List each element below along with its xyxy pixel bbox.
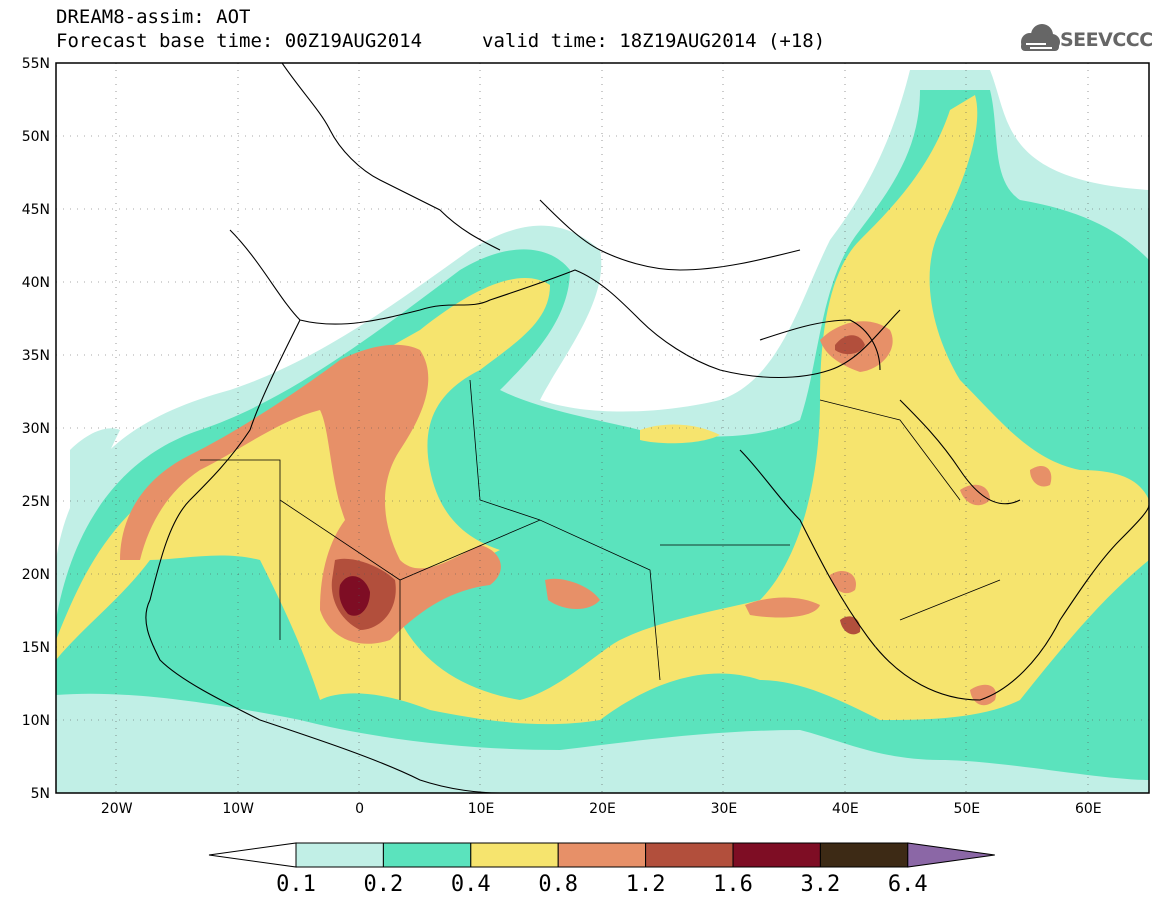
map-frame bbox=[55, 62, 1150, 794]
colorbar-level-label: 1.2 bbox=[625, 872, 666, 897]
aot-fields bbox=[56, 63, 1149, 793]
map-title: DREAM8-assim: AOT bbox=[56, 6, 251, 28]
colorbar-bin bbox=[645, 842, 734, 868]
colorbar-bin bbox=[732, 842, 821, 868]
colorbar-bin bbox=[819, 842, 909, 868]
lat-tick-label: 55N bbox=[22, 56, 50, 72]
colorbar-bin bbox=[382, 842, 472, 868]
map-grid bbox=[56, 63, 1149, 793]
colorbar-level-label: 6.4 bbox=[887, 872, 928, 897]
lon-tick-label: 0 bbox=[355, 801, 364, 817]
lat-tick-label: 35N bbox=[22, 348, 50, 364]
lat-tick-label: 40N bbox=[22, 275, 50, 291]
colorbar-level-label: 3.2 bbox=[800, 872, 841, 897]
lon-tick-label: 10W bbox=[222, 801, 254, 817]
lat-tick-label: 10N bbox=[22, 713, 50, 729]
logo-text: SEEVCCC bbox=[1060, 29, 1153, 51]
cloud-logo-icon bbox=[1021, 24, 1060, 51]
lon-tick-label: 60E bbox=[1075, 801, 1102, 817]
lat-tick-label: 25N bbox=[22, 494, 50, 510]
lon-tick-label: 10E bbox=[468, 801, 495, 817]
lat-tick-label: 15N bbox=[22, 640, 50, 656]
lon-tick-label: 40E bbox=[832, 801, 859, 817]
lat-tick-label: 50N bbox=[22, 129, 50, 145]
coastlines bbox=[145, 63, 1149, 793]
lon-tick-label: 50E bbox=[953, 801, 980, 817]
colorbar-bin bbox=[295, 842, 384, 868]
lon-tick-label: 30E bbox=[711, 801, 738, 817]
valid-time: valid time: 18Z19AUG2014 (+18) bbox=[482, 30, 826, 52]
lat-tick-label: 5N bbox=[31, 786, 50, 802]
colorbar-under-triangle bbox=[208, 842, 297, 868]
lon-labels: 20W 10W 0 10E 20E 30E 40E 50E 60E bbox=[101, 801, 1102, 817]
forecast-base-time: Forecast base time: 00Z19AUG2014 bbox=[56, 30, 423, 52]
country-borders bbox=[200, 379, 1001, 700]
colorbar-level-label: 0.4 bbox=[450, 872, 491, 897]
colorbar-bin bbox=[557, 842, 647, 868]
lat-tick-label: 20N bbox=[22, 567, 50, 583]
colorbar-level-label: 1.6 bbox=[713, 872, 753, 897]
colorbar-bin bbox=[470, 842, 559, 868]
lat-labels: 55N 50N 45N 40N 35N 30N 25N 20N 15N 10N 5N bbox=[22, 56, 50, 802]
colorbar-level-label: 0.8 bbox=[538, 872, 579, 897]
colorbar-over-triangle bbox=[907, 842, 995, 868]
lon-tick-label: 20W bbox=[101, 801, 133, 817]
lat-tick-label: 45N bbox=[22, 202, 50, 218]
lat-tick-label: 30N bbox=[22, 421, 50, 437]
aot-level-1.6 bbox=[339, 576, 370, 616]
colorbar-level-label: 0.2 bbox=[363, 872, 404, 897]
lon-tick-label: 20E bbox=[589, 801, 616, 817]
colorbar bbox=[208, 842, 995, 868]
colorbar-level-label: 0.1 bbox=[276, 872, 316, 897]
